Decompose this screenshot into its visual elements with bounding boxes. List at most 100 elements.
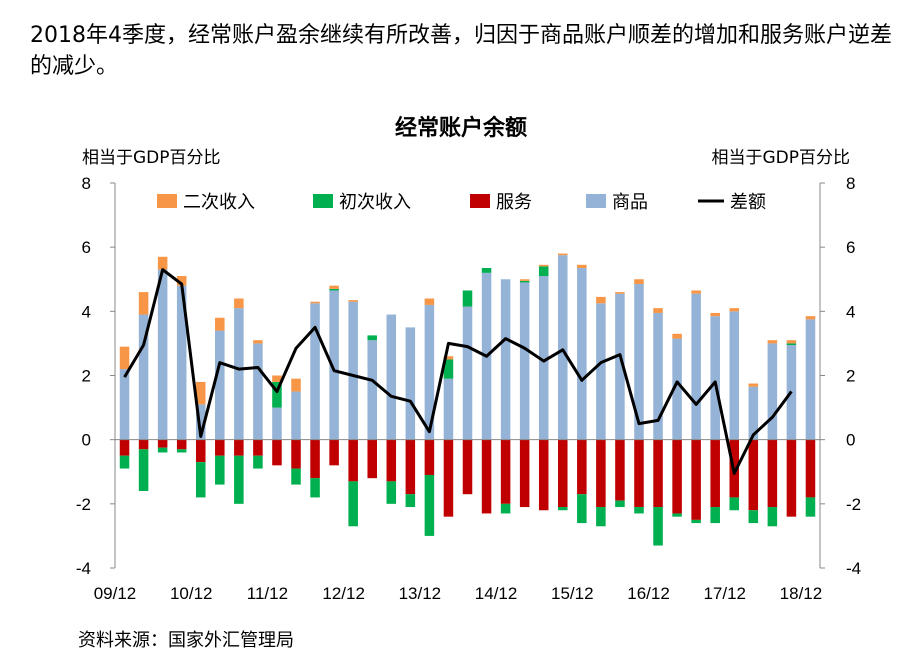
bar-goods-10Q4 — [195, 404, 206, 440]
bar-primary-income-10Q4 — [195, 462, 206, 498]
legend-label-primary-income: 初次收入 — [339, 192, 411, 213]
bar-primary-income-18Q1 — [748, 510, 759, 524]
bar-goods-16Q2 — [615, 293, 625, 440]
bar-primary-income-18Q4 — [805, 497, 816, 517]
bar-services-16Q3 — [634, 439, 644, 508]
bar-secondary-income-17Q2 — [691, 290, 701, 294]
bar-primary-income-11Q2 — [234, 455, 244, 504]
bar-goods-12Q2 — [310, 303, 320, 440]
bar-goods-10Q1 — [138, 314, 149, 440]
bar-primary-income-10Q1 — [138, 449, 149, 491]
bar-secondary-income-09Q4 — [119, 346, 130, 370]
bar-services-14Q1 — [443, 439, 454, 517]
bar-services-13Q3 — [405, 439, 416, 495]
bar-goods-16Q3 — [634, 284, 644, 440]
bar-services-16Q1 — [596, 439, 606, 508]
legend-label-goods: 商品 — [612, 192, 648, 213]
legend-swatch-secondary-income — [157, 194, 177, 208]
bar-goods-17Q2 — [691, 293, 701, 440]
bar-goods-13Q2 — [386, 314, 397, 440]
bar-services-12Q4 — [348, 439, 358, 482]
legend-swatch-goods — [586, 194, 606, 208]
bar-services-13Q1 — [367, 439, 377, 479]
legend-label-services: 服务 — [496, 192, 532, 213]
bar-services-13Q4 — [424, 439, 435, 475]
bar-primary-income-15Q3 — [558, 507, 568, 511]
bar-primary-income-14Q3 — [481, 268, 492, 273]
y-tick-label-right: -4 — [846, 559, 861, 578]
bar-primary-income-12Q2 — [310, 478, 320, 498]
bar-services-17Q1 — [672, 439, 682, 514]
bar-services-16Q4 — [653, 439, 663, 508]
x-tick-label: 13/12 — [399, 584, 442, 603]
bar-primary-income-16Q4 — [653, 507, 663, 546]
bar-services-11Q4 — [272, 439, 282, 466]
bar-services-15Q4 — [577, 439, 587, 495]
left-axis-unit-label: 相当于GDP百分比 — [82, 148, 221, 168]
bar-secondary-income-14Q1 — [443, 356, 454, 360]
bar-goods-18Q4 — [805, 319, 816, 440]
bar-services-10Q1 — [138, 439, 149, 450]
bar-goods-15Q1 — [519, 282, 530, 440]
bar-services-16Q2 — [615, 439, 625, 501]
bar-secondary-income-15Q4 — [577, 264, 587, 269]
bar-secondary-income-15Q3 — [558, 253, 568, 256]
bar-goods-14Q1 — [443, 378, 454, 440]
x-tick-label: 16/12 — [627, 584, 670, 603]
bar-goods-17Q3 — [710, 316, 720, 440]
bar-secondary-income-12Q3 — [329, 285, 339, 289]
bar-primary-income-13Q1 — [367, 335, 377, 341]
bar-goods-14Q2 — [462, 306, 473, 440]
bar-secondary-income-17Q1 — [672, 333, 682, 339]
bar-goods-11Q1 — [215, 330, 225, 440]
bar-secondary-income-16Q1 — [596, 296, 606, 304]
bar-goods-16Q1 — [596, 303, 606, 440]
x-tick-label: 09/12 — [94, 584, 137, 603]
y-tick-label-left: 2 — [82, 367, 91, 386]
bar-primary-income-14Q4 — [500, 503, 511, 514]
bar-secondary-income-16Q3 — [634, 279, 644, 285]
bar-goods-12Q3 — [329, 290, 339, 440]
x-tick-label: 11/12 — [247, 584, 288, 603]
bar-services-12Q1 — [291, 439, 301, 469]
bar-goods-11Q4 — [272, 407, 282, 440]
y-tick-label-right: 0 — [846, 431, 855, 450]
bar-primary-income-09Q4 — [119, 455, 130, 469]
bar-goods-10Q3 — [176, 285, 187, 440]
bar-goods-15Q2 — [538, 276, 549, 440]
legend-label-balance: 差额 — [730, 192, 766, 213]
bar-primary-income-17Q3 — [710, 507, 720, 524]
y-tick-label-right: 8 — [846, 174, 855, 193]
y-tick-label-right: 6 — [846, 238, 855, 257]
bar-goods-13Q1 — [367, 340, 377, 440]
bar-secondary-income-16Q4 — [653, 308, 663, 313]
bar-primary-income-10Q3 — [176, 449, 187, 453]
x-tick-label: 14/12 — [475, 584, 518, 603]
bar-secondary-income-12Q1 — [291, 378, 301, 392]
bar-goods-18Q1 — [748, 386, 759, 440]
x-tick-label: 15/12 — [551, 584, 594, 603]
bar-primary-income-15Q4 — [577, 494, 587, 524]
x-tick-label: 10/12 — [170, 584, 213, 603]
bar-primary-income-13Q2 — [386, 481, 397, 504]
bar-primary-income-16Q2 — [615, 500, 625, 508]
x-tick-label: 18/12 — [780, 584, 823, 603]
bar-goods-17Q1 — [672, 338, 682, 440]
y-tick-label-left: 8 — [82, 174, 91, 193]
bar-primary-income-17Q2 — [691, 519, 701, 524]
bar-primary-income-12Q4 — [348, 481, 358, 527]
bar-services-10Q4 — [195, 439, 206, 463]
bar-secondary-income-15Q2 — [538, 264, 549, 267]
bar-primary-income-18Q3 — [786, 343, 797, 346]
bar-goods-10Q2 — [157, 269, 168, 440]
bar-goods-15Q4 — [577, 268, 587, 440]
bar-goods-18Q2 — [767, 343, 778, 440]
bar-services-18Q4 — [805, 439, 816, 498]
bar-services-15Q1 — [519, 439, 530, 508]
bar-primary-income-16Q3 — [634, 507, 644, 514]
y-tick-label-right: -2 — [846, 495, 861, 514]
bar-services-15Q2 — [538, 439, 549, 511]
bar-secondary-income-11Q2 — [234, 298, 244, 309]
y-tick-label-right: 4 — [846, 302, 855, 321]
